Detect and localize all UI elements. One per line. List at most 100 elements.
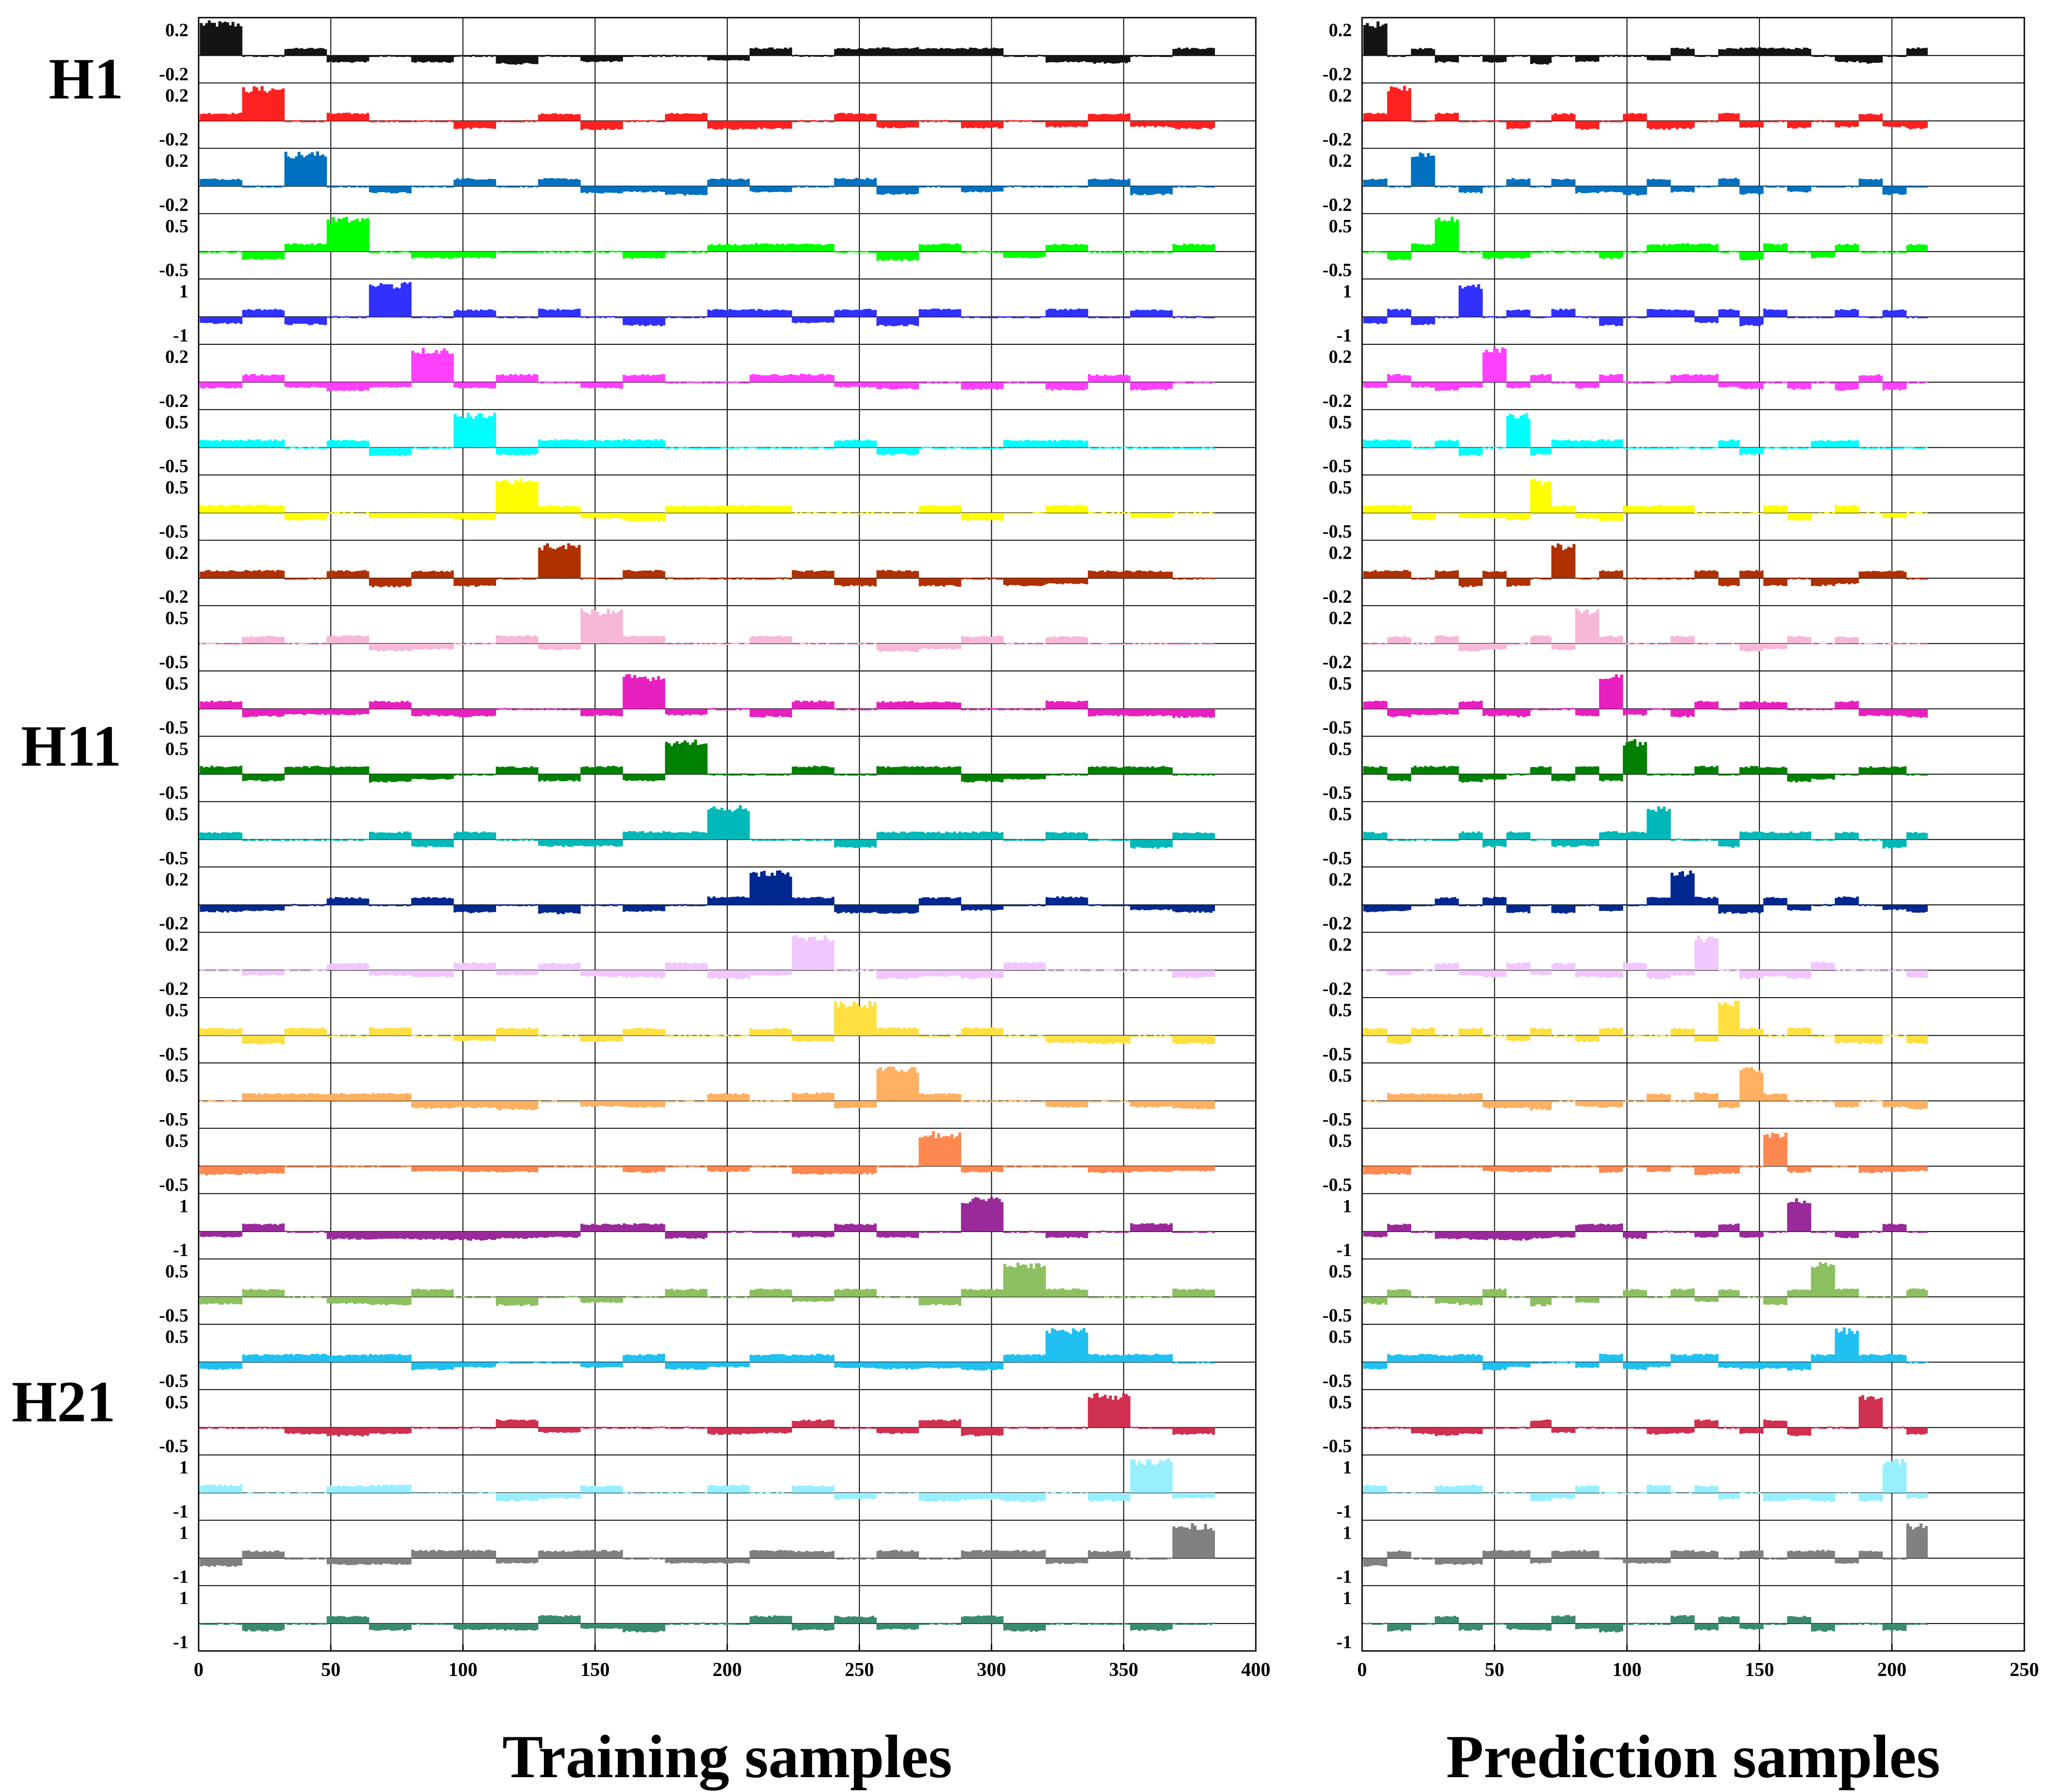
ytick-label-top: 1 (1343, 1522, 1352, 1543)
ytick-label-bottom: -0.2 (159, 64, 188, 84)
ytick-label-top: 0.5 (1329, 215, 1352, 236)
row-20: 0.5 -0.5 (1323, 1261, 2024, 1326)
row-15: 0.2 -0.2 (159, 934, 1256, 999)
row-2: 0.2 -0.2 (159, 85, 1256, 150)
series-bars-row-3 (1363, 152, 1928, 196)
xtick-label: 200 (1877, 1659, 1906, 1681)
series-bars-row-24 (200, 1523, 1215, 1567)
row-16: 0.5 -0.5 (159, 999, 1256, 1064)
series-bars-row-17 (200, 1066, 1215, 1110)
series-bars-row-22 (200, 1392, 1215, 1437)
ytick-label-bottom: -0.5 (159, 259, 188, 280)
series-bars-row-13 (1363, 806, 1928, 849)
h-label-h11: H11 (21, 714, 122, 779)
xtick-label: 100 (448, 1659, 478, 1681)
ytick-label-top: 0.5 (1329, 1130, 1352, 1151)
series-bars-row-14 (200, 870, 1215, 915)
series-bars-row-4 (200, 217, 1215, 261)
series-bars-row-23 (1363, 1458, 1928, 1502)
series-bars-row-18 (200, 1131, 1215, 1176)
ytick-label-bottom: -1 (173, 325, 188, 346)
ytick-label-top: 1 (179, 1587, 188, 1608)
ytick-label-top: 0.2 (165, 542, 188, 563)
series-bars-row-25 (200, 1615, 1215, 1632)
series-bars-row-20 (1363, 1262, 1928, 1307)
series-bars-row-3 (200, 151, 1215, 196)
ytick-label-bottom: -0.2 (1323, 978, 1352, 999)
row-17: 0.5 -0.5 (1323, 1065, 2024, 1130)
xtick-label: 350 (1109, 1659, 1138, 1681)
row-17: 0.5 -0.5 (159, 1065, 1256, 1130)
series-bars-row-16 (200, 1001, 1215, 1045)
ytick-label-top: 0.2 (165, 346, 188, 367)
series-bars-row-1 (1363, 21, 1928, 65)
ytick-label-top: 0.5 (165, 477, 188, 498)
row-24: 1 -1 (1337, 1522, 2024, 1587)
ytick-label-bottom: -0.5 (159, 782, 188, 803)
ytick-label-bottom: -0.2 (1323, 64, 1352, 84)
ytick-label-bottom: -0.5 (1323, 1109, 1352, 1130)
ytick-label-bottom: -0.5 (1323, 1044, 1352, 1064)
ytick-label-top: 1 (179, 1522, 188, 1543)
row-21: 0.5 -0.5 (159, 1326, 1256, 1391)
series-bars-row-23 (200, 1458, 1215, 1502)
ytick-label-bottom: -0.5 (159, 1044, 188, 1064)
row-14: 0.2 -0.2 (159, 869, 1256, 934)
ytick-label-bottom: -0.5 (1323, 456, 1352, 477)
ytick-label-bottom: -0.2 (1323, 194, 1352, 215)
ytick-label-top: 0.5 (165, 738, 188, 759)
series-bars-row-14 (1363, 870, 1928, 914)
series-bars-row-10 (1363, 608, 1928, 652)
ytick-label-bottom: -0.2 (159, 913, 188, 934)
panel-frame (1361, 17, 2025, 1652)
ytick-label-bottom: -0.5 (159, 847, 188, 868)
ytick-label-bottom: -0.2 (159, 194, 188, 215)
ytick-label-bottom: -0.5 (159, 521, 188, 541)
ytick-label-bottom: -0.5 (159, 651, 188, 672)
row-24: 1 -1 (173, 1522, 1256, 1587)
ytick-label-top: 0.5 (165, 673, 188, 694)
ytick-label-bottom: -1 (1337, 1239, 1352, 1260)
xtick-label: 0 (1357, 1659, 1367, 1681)
row-4: 0.5 -0.5 (1323, 215, 2024, 280)
ytick-label-top: 0.2 (1329, 150, 1352, 171)
row-25: 1 -1 (173, 1587, 1256, 1652)
ytick-label-bottom: -0.2 (1323, 913, 1352, 934)
ytick-label-bottom: -0.2 (1323, 651, 1352, 672)
row-11: 0.5 -0.5 (1323, 673, 2024, 738)
ytick-label-bottom: -0.5 (159, 1174, 188, 1195)
ytick-label-top: 0.5 (1329, 999, 1352, 1020)
ytick-label-top: 1 (179, 1457, 188, 1478)
ytick-label-top: 0.5 (165, 1261, 188, 1282)
series-bars-row-20 (200, 1263, 1215, 1306)
row-15: 0.2 -0.2 (1323, 934, 2024, 999)
ytick-label-top: 1 (1343, 1457, 1352, 1478)
ytick-label-bottom: -0.5 (1323, 1305, 1352, 1326)
ytick-label-bottom: -0.2 (159, 978, 188, 999)
row-23: 1 -1 (1337, 1457, 2024, 1521)
series-bars-row-22 (1363, 1395, 1928, 1437)
row-22: 0.5 -0.5 (1323, 1392, 2024, 1457)
series-bars-row-11 (200, 674, 1215, 718)
series-bars-row-12 (1363, 739, 1928, 783)
h-labels: H1 H11 H21 (12, 47, 123, 1434)
series-bars-row-5 (200, 282, 1215, 327)
series-bars-row-15 (1363, 935, 1928, 980)
ytick-label-top: 0.5 (165, 607, 188, 628)
ytick-label-top: 0.2 (1329, 85, 1352, 106)
series-bars-row-7 (200, 413, 1215, 457)
x-axis-title: Training samples (502, 1722, 952, 1791)
ytick-label-top: 1 (179, 281, 188, 302)
series-bars-row-15 (200, 935, 1215, 980)
ytick-label-top: 0.2 (1329, 346, 1352, 367)
row-10: 0.5 -0.5 (159, 607, 1256, 672)
row-12: 0.5 -0.5 (159, 738, 1256, 803)
series-bars-row-10 (200, 608, 1215, 652)
ytick-label-bottom: -0.5 (1323, 782, 1352, 803)
ytick-label-bottom: -0.5 (159, 1305, 188, 1326)
xtick-label: 300 (977, 1659, 1006, 1681)
xtick-label: 0 (194, 1659, 204, 1681)
xtick-label: 200 (713, 1659, 742, 1681)
row-6: 0.2 -0.2 (159, 346, 1256, 411)
